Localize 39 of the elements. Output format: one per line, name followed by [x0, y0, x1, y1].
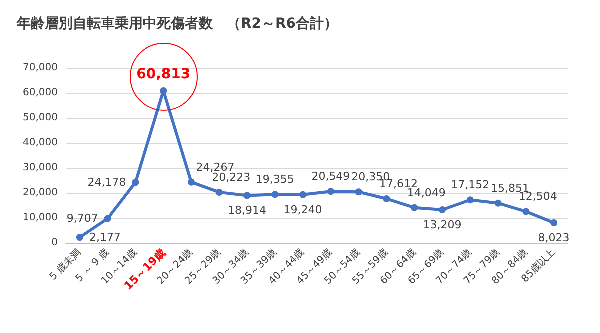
point: [411, 204, 418, 212]
y-tick-label: 70,000: [23, 62, 58, 74]
y-tick-label: 50,000: [23, 112, 58, 124]
data-label: 9,707: [66, 212, 98, 226]
y-tick-label: 20,000: [23, 188, 58, 198]
point: [160, 87, 168, 94]
point: [244, 192, 251, 200]
point: [300, 191, 307, 198]
point: [216, 188, 223, 196]
point: [132, 179, 140, 186]
point: [355, 188, 362, 196]
point: [188, 178, 195, 186]
y-tick-label: 40,000: [23, 138, 58, 148]
point: [104, 215, 112, 222]
data-label: 60,813: [136, 66, 191, 82]
y-tick-label: 60,000: [23, 88, 58, 98]
data-label: 17,152: [451, 178, 490, 192]
point: [327, 188, 334, 196]
data-label: 24,178: [88, 176, 126, 190]
data-label: 8,023: [538, 231, 570, 244]
y-tick-label: 30,000: [23, 162, 58, 174]
y-tick-label: 10,000: [23, 212, 58, 224]
point: [522, 208, 530, 216]
point: [383, 195, 390, 202]
point: [439, 206, 446, 214]
data-label: 14,049: [407, 186, 446, 200]
data-label: 20,549: [312, 170, 350, 184]
data-label: 18,914: [228, 204, 267, 218]
data-label: 2,177: [89, 231, 121, 244]
chart-title: 年齢層別自転車乗用中死傷者数 （R2～R6合計）: [16, 15, 338, 32]
data-label: 19,355: [256, 173, 294, 186]
point: [494, 200, 502, 207]
point: [76, 234, 84, 242]
y-tick-label: 0: [52, 238, 58, 248]
point: [550, 219, 558, 226]
data-label: 19,240: [284, 203, 322, 216]
point: [466, 196, 474, 204]
data-label: 13,209: [423, 218, 462, 232]
point: [272, 191, 279, 198]
